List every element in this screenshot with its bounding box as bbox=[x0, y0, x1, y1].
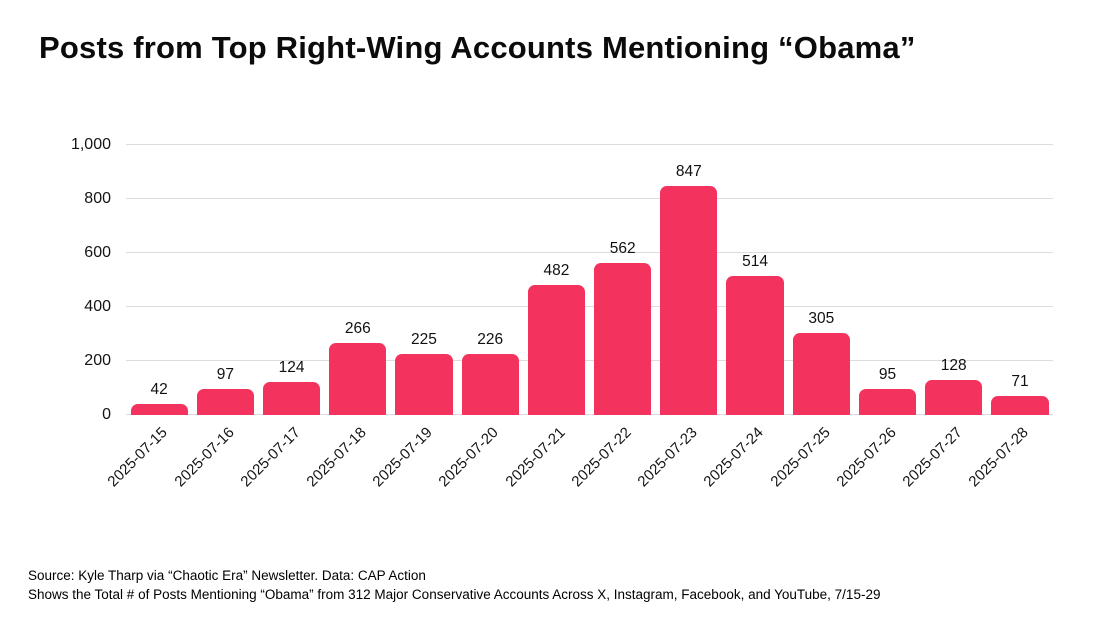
bar-value-label: 266 bbox=[344, 320, 371, 338]
bar-column-2025-07-20: 226 2025-07-20 bbox=[436, 145, 523, 490]
x-axis-tick-label: 2025-07-26 bbox=[833, 424, 900, 491]
source-line: Source: Kyle Tharp via “Chaotic Era” New… bbox=[28, 568, 426, 583]
x-axis-tick-label: 2025-07-28 bbox=[965, 424, 1032, 491]
bar-2025-07-15 bbox=[130, 403, 188, 415]
bar-value-label: 124 bbox=[278, 358, 305, 376]
y-axis-tick-label: 400 bbox=[84, 298, 111, 315]
bar-column-2025-07-21: 482 2025-07-21 bbox=[502, 145, 589, 490]
plot-area: 0 200 400 600 800 1,000 42 2025-07-15 97 2025-07-… bbox=[71, 137, 1053, 490]
gridline-400 bbox=[126, 306, 1053, 307]
bar-value-label: 305 bbox=[808, 309, 835, 327]
bar-2025-07-20 bbox=[461, 353, 519, 415]
x-axis-tick-label: 2025-07-16 bbox=[171, 424, 238, 491]
bar-column-2025-07-18: 266 2025-07-18 bbox=[304, 145, 391, 490]
bar-2025-07-25 bbox=[792, 332, 850, 415]
bar-column-2025-07-24: 514 2025-07-24 bbox=[701, 145, 788, 490]
bar-value-label: 482 bbox=[543, 261, 570, 279]
bar-2025-07-17 bbox=[262, 381, 321, 415]
y-axis-tick-label: 1,000 bbox=[70, 136, 111, 153]
bar-value-label: 226 bbox=[477, 330, 504, 348]
bar-column-2025-07-27: 128 2025-07-27 bbox=[899, 145, 987, 490]
chart-footer: Source: Kyle Tharp via “Chaotic Era” New… bbox=[28, 566, 880, 604]
bar-value-label: 562 bbox=[609, 240, 636, 258]
gridline-1000 bbox=[126, 144, 1053, 145]
bar-column-2025-07-19: 225 2025-07-19 bbox=[370, 145, 457, 490]
x-axis-tick-label: 2025-07-25 bbox=[767, 424, 834, 491]
x-axis-tick-label: 2025-07-19 bbox=[369, 424, 437, 491]
bar-2025-07-22 bbox=[594, 263, 652, 415]
bar-column-2025-07-23: 847 2025-07-23 bbox=[635, 145, 722, 490]
gridline-800 bbox=[126, 198, 1053, 199]
y-axis-tick-label: 800 bbox=[84, 190, 111, 207]
x-axis-tick-label: 2025-07-21 bbox=[502, 424, 569, 491]
bar-2025-07-23 bbox=[660, 186, 718, 415]
bar-column-2025-07-22: 562 2025-07-22 bbox=[568, 145, 656, 490]
bar-value-label: 97 bbox=[216, 365, 234, 383]
bar-value-label: 514 bbox=[742, 253, 769, 271]
x-axis-tick-label: 2025-07-20 bbox=[435, 424, 503, 491]
x-axis-tick-label: 2025-07-15 bbox=[104, 424, 172, 491]
bars-row: 42 2025-07-15 97 2025-07-16 124 2025-07-17 266… bbox=[105, 145, 1053, 490]
bar-2025-07-26 bbox=[858, 389, 917, 415]
description-line: Shows the Total # of Posts Mentioning “O… bbox=[28, 587, 881, 602]
gridline-200 bbox=[126, 360, 1053, 361]
y-axis-tick-label: 200 bbox=[84, 352, 111, 369]
y-axis-tick-label: 600 bbox=[84, 244, 111, 261]
bar-value-label: 71 bbox=[1011, 372, 1029, 390]
bar-column-2025-07-15: 42 2025-07-15 bbox=[105, 145, 192, 490]
x-axis-tick-label: 2025-07-23 bbox=[634, 424, 701, 491]
bar-2025-07-24 bbox=[726, 276, 784, 415]
bar-column-2025-07-25: 305 2025-07-25 bbox=[767, 145, 854, 490]
gridline-0 bbox=[126, 414, 1053, 415]
bar-value-label: 225 bbox=[411, 331, 437, 349]
bar-column-2025-07-17: 124 2025-07-17 bbox=[237, 145, 324, 490]
bar-value-label: 42 bbox=[150, 380, 168, 398]
bar-2025-07-21 bbox=[527, 284, 586, 415]
bar-2025-07-16 bbox=[196, 388, 254, 415]
bar-value-label: 128 bbox=[940, 357, 967, 375]
gridline-600 bbox=[126, 252, 1053, 253]
bar-value-label: 95 bbox=[878, 366, 897, 384]
bar-column-2025-07-16: 97 2025-07-16 bbox=[171, 145, 258, 490]
y-axis-tick-label: 0 bbox=[102, 406, 111, 423]
bar-column-2025-07-26: 95 2025-07-26 bbox=[833, 145, 920, 490]
x-axis-tick-label: 2025-07-17 bbox=[237, 424, 304, 491]
bar-value-label: 847 bbox=[675, 163, 702, 181]
bar-2025-07-27 bbox=[925, 380, 983, 415]
x-axis-tick-label: 2025-07-22 bbox=[568, 424, 635, 491]
chart-title: Posts from Top Right-Wing Accounts Menti… bbox=[39, 30, 916, 65]
bar-2025-07-19 bbox=[395, 354, 453, 415]
x-axis-tick-label: 2025-07-18 bbox=[303, 424, 370, 491]
bar-column-2025-07-28: 71 2025-07-28 bbox=[966, 145, 1053, 490]
x-axis-tick-label: 2025-07-27 bbox=[899, 424, 966, 491]
bar-2025-07-18 bbox=[329, 343, 387, 415]
bar-2025-07-28 bbox=[991, 395, 1049, 415]
x-axis-tick-label: 2025-07-24 bbox=[700, 424, 768, 491]
